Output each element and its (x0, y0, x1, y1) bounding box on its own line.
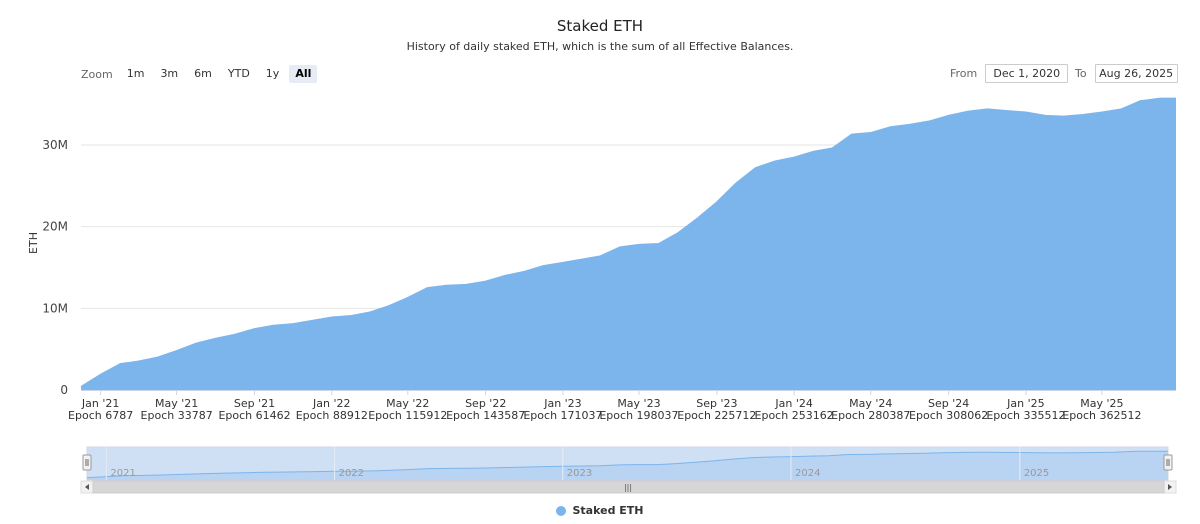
range-to-label: To (1075, 67, 1087, 80)
x-tick-label: Jan '25 (1006, 397, 1044, 410)
range-to-input[interactable]: Aug 26, 2025 (1094, 64, 1178, 83)
zoom-label: Zoom (81, 67, 113, 81)
navigator-year-label: 2025 (1024, 468, 1049, 479)
scroll-right-arrow-icon[interactable] (1168, 484, 1172, 490)
x-tick-epoch-label: Epoch 88912 (296, 409, 368, 422)
x-tick-epoch-label: Epoch 198037 (599, 409, 678, 422)
chart-subtitle: History of daily staked ETH, which is th… (406, 40, 794, 53)
navigator-area (87, 451, 1168, 480)
zoom-selector: Zoom 1m 3m 6m YTD 1y All (81, 64, 321, 84)
scrollbar-grip-icon: ||| (624, 483, 632, 492)
chart-title: Staked ETH (556, 17, 644, 35)
scroll-left-arrow-icon[interactable] (85, 484, 89, 490)
scrollbar-thumb[interactable] (92, 480, 1165, 494)
zoom-button-6m[interactable]: 6m (194, 67, 212, 80)
range-to: To Aug 26, 2025 (1075, 64, 1178, 83)
x-tick-epoch-label: Epoch 61462 (218, 409, 290, 422)
x-tick-label: Sep '21 (234, 397, 275, 410)
x-tick-epoch-label: Epoch 362512 (1062, 409, 1141, 422)
range-from-input[interactable]: Dec 1, 2020 (985, 64, 1069, 83)
x-tick-label: Jan '21 (81, 397, 119, 410)
x-tick-epoch-label: Epoch 6787 (68, 409, 133, 422)
x-tick-epoch-label: Epoch 280387 (831, 409, 910, 422)
x-tick-epoch-label: Epoch 335512 (986, 409, 1065, 422)
x-tick-label: Sep '24 (928, 397, 969, 410)
zoom-button-all[interactable]: All (289, 65, 318, 83)
x-tick-label: Jan '22 (312, 397, 350, 410)
y-tick-label: 10M (42, 301, 68, 315)
zoom-button-ytd[interactable]: YTD (227, 67, 250, 80)
zoom-button-1m[interactable]: 1m (126, 67, 145, 80)
y-axis-title: ETH (27, 232, 40, 254)
navigator-year-label: 2023 (567, 468, 592, 479)
x-tick-label: May '22 (386, 397, 429, 410)
y-tick-label: 20M (42, 220, 68, 234)
navigator-year-label: 2024 (795, 468, 820, 479)
range-from: From Dec 1, 2020 (950, 64, 1069, 83)
legend-marker (556, 505, 567, 516)
series-area-staked-eth (81, 98, 1176, 391)
x-tick-label: May '25 (1080, 397, 1123, 410)
navigator-handle-left[interactable] (82, 454, 92, 471)
x-tick-epoch-label: Epoch 115912 (368, 409, 447, 422)
series-line-staked-eth (80, 97, 1176, 388)
x-tick-label: Jan '24 (774, 397, 812, 410)
x-tick-epoch-label: Epoch 171037 (523, 409, 602, 422)
x-tick-epoch-label: Epoch 308062 (909, 409, 988, 422)
navigator-line (86, 450, 1168, 479)
navigator-handle-right[interactable] (1163, 454, 1173, 471)
navigator-year-label: 2022 (339, 468, 364, 479)
x-tick-epoch-label: Epoch 33787 (141, 409, 213, 422)
legend[interactable]: Staked ETH (0, 504, 1200, 517)
x-tick-label: May '21 (155, 397, 198, 410)
navigator-year-label: 2021 (110, 468, 135, 479)
range-from-label: From (950, 67, 978, 80)
x-tick-label: May '23 (617, 397, 660, 410)
x-tick-label: May '24 (849, 397, 892, 410)
zoom-button-3m[interactable]: 3m (160, 67, 179, 80)
x-tick-epoch-label: Epoch 253162 (755, 409, 834, 422)
y-tick-label: 30M (42, 138, 68, 152)
x-tick-epoch-label: Epoch 143587 (446, 409, 525, 422)
x-tick-label: Sep '22 (465, 397, 506, 410)
y-tick-label: 0 (60, 383, 68, 397)
zoom-button-1y[interactable]: 1y (265, 67, 280, 80)
x-tick-epoch-label: Epoch 225712 (677, 409, 756, 422)
legend-label: Staked ETH (572, 504, 644, 517)
x-tick-label: Sep '23 (696, 397, 737, 410)
x-tick-label: Jan '23 (543, 397, 581, 410)
